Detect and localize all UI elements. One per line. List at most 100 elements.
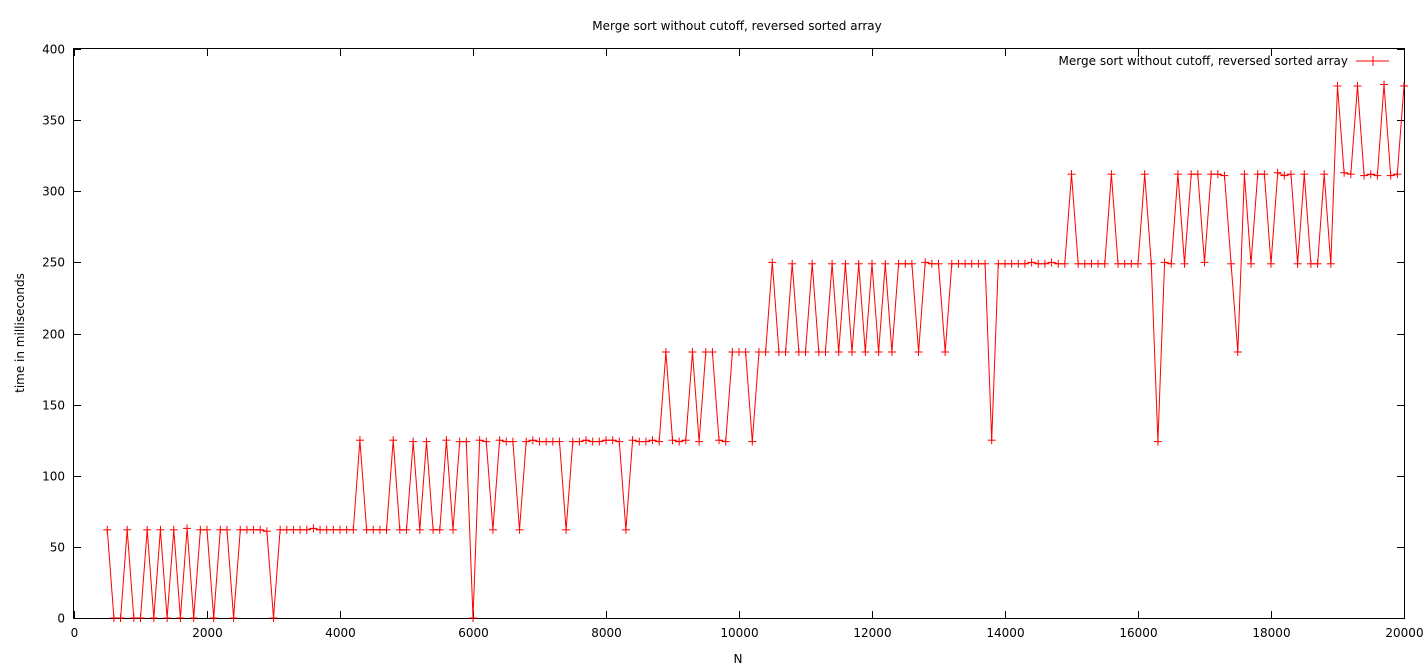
data-point — [981, 259, 990, 268]
data-point — [681, 436, 690, 445]
data-point — [761, 347, 770, 356]
data-point — [229, 614, 238, 622]
data-point — [449, 525, 458, 534]
x-tick-label: 10000 — [720, 626, 758, 640]
data-point — [781, 347, 790, 356]
data-point — [801, 347, 810, 356]
data-point — [1027, 258, 1036, 267]
data-point — [435, 525, 444, 534]
data-point — [1227, 259, 1236, 268]
data-point — [1280, 171, 1289, 180]
data-point — [422, 437, 431, 446]
data-point — [1160, 258, 1169, 267]
data-point — [1220, 171, 1229, 180]
data-point — [1260, 170, 1269, 179]
data-point — [156, 525, 165, 534]
data-point — [621, 525, 630, 534]
data-point — [595, 437, 604, 446]
data-point — [1380, 80, 1389, 89]
data-point — [1346, 170, 1355, 179]
data-point — [555, 437, 564, 446]
data-point — [1300, 170, 1309, 179]
y-tick-label: 350 — [42, 114, 65, 128]
data-point — [695, 437, 704, 446]
plot-frame — [73, 48, 1405, 619]
data-point — [688, 347, 697, 356]
y-tick-label: 300 — [42, 185, 65, 199]
data-point — [1047, 258, 1056, 267]
data-point — [522, 437, 531, 446]
y-axis-ticks: 0 50 100 150 200 250 300 350 400 — [42, 43, 1404, 626]
x-tick-label: 14000 — [986, 626, 1024, 640]
y-axis-label: time in milliseconds — [13, 273, 27, 393]
data-point — [1060, 259, 1069, 268]
data-point — [582, 436, 591, 445]
data-point — [562, 525, 571, 534]
data-point — [1373, 171, 1382, 180]
data-point — [874, 347, 883, 356]
data-point — [788, 259, 797, 268]
data-point — [1067, 170, 1076, 179]
data-point — [741, 347, 750, 356]
data-point — [103, 525, 112, 534]
data-point — [1240, 170, 1249, 179]
data-point — [1020, 259, 1029, 268]
data-point — [661, 347, 670, 356]
data-point — [143, 525, 152, 534]
data-point — [848, 347, 857, 356]
data-point — [262, 527, 271, 536]
data-point — [868, 259, 876, 268]
data-point — [482, 437, 491, 446]
data-point — [668, 436, 677, 445]
data-point — [1193, 170, 1202, 179]
y-tick-label: 150 — [42, 399, 65, 413]
data-point — [1386, 171, 1395, 180]
data-point — [402, 525, 411, 534]
x-axis-label: N — [734, 652, 743, 666]
data-point — [1200, 258, 1209, 267]
data-point — [1134, 259, 1142, 268]
data-point — [409, 437, 418, 446]
data-point — [834, 347, 843, 356]
data-point — [1366, 170, 1375, 179]
series-layer — [103, 80, 1408, 622]
x-tick-label: 18000 — [1252, 626, 1290, 640]
data-point — [921, 258, 930, 267]
data-point — [987, 436, 996, 445]
data-point — [462, 437, 471, 446]
data-point — [508, 437, 517, 446]
data-point — [1293, 259, 1302, 268]
data-point — [442, 436, 451, 445]
data-point — [1273, 168, 1282, 177]
data-point — [1320, 170, 1329, 179]
data-point — [169, 525, 178, 534]
data-point — [575, 437, 584, 446]
data-point — [887, 347, 896, 356]
data-point — [475, 436, 484, 445]
data-point — [209, 614, 218, 622]
x-tick-label: 2000 — [192, 626, 223, 640]
data-point — [1100, 259, 1109, 268]
data-point — [721, 437, 730, 446]
data-point — [1353, 81, 1362, 90]
data-point — [488, 525, 497, 534]
data-point — [302, 525, 311, 534]
data-point — [1360, 171, 1369, 180]
data-point — [389, 436, 398, 445]
data-point — [821, 347, 830, 356]
data-point — [1313, 259, 1322, 268]
data-point — [1167, 259, 1176, 268]
data-point — [841, 259, 850, 268]
x-tick-label: 6000 — [458, 626, 489, 640]
data-point — [189, 614, 198, 622]
data-point — [1267, 259, 1275, 268]
data-point — [655, 437, 664, 446]
data-point — [715, 436, 724, 445]
data-point — [914, 347, 923, 356]
x-tick-label: 20000 — [1385, 626, 1423, 640]
data-point — [1153, 437, 1162, 446]
y-tick-label: 0 — [57, 612, 65, 626]
y-tick-label: 200 — [42, 328, 65, 342]
legend-label: Merge sort without cutoff, reversed sort… — [1059, 54, 1348, 68]
x-tick-label: 0 — [71, 626, 79, 640]
